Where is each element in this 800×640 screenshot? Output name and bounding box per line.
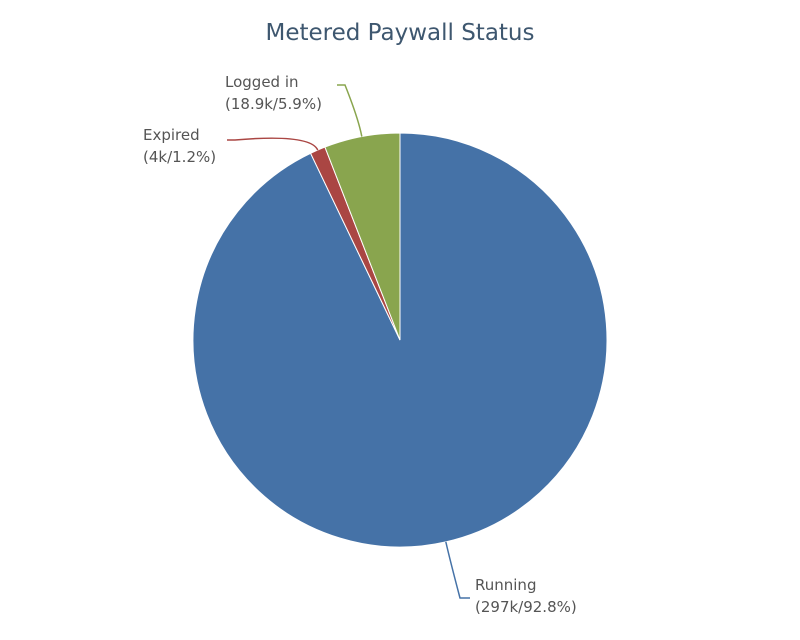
chart-title: Metered Paywall Status: [265, 20, 534, 46]
slice-value-label: (4k/1.2%): [143, 148, 216, 166]
slice-value-label: (297k/92.8%): [475, 598, 577, 616]
connector: [337, 84, 363, 137]
connector: [227, 137, 319, 151]
pie-slice: [324, 132, 401, 341]
slice-label: Expired: [143, 126, 200, 144]
slice-label: Logged in: [225, 73, 299, 91]
slice-label: Running: [475, 576, 536, 594]
slice-value-label: (18.9k/5.9%): [225, 95, 322, 113]
connector: [445, 541, 470, 599]
